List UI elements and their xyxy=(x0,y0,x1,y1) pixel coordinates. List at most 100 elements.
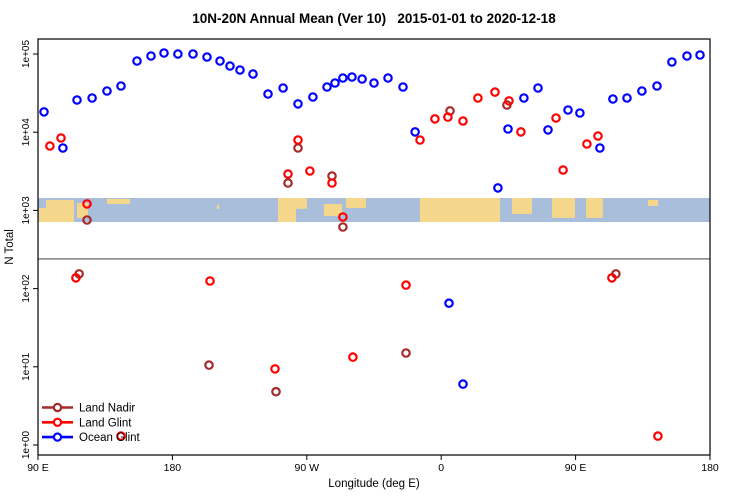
x-tick-label: 90 W xyxy=(295,462,320,474)
x-tick-label: 90 E xyxy=(27,462,49,474)
point-land-glint xyxy=(71,273,81,283)
point-ocean-glint xyxy=(173,49,183,59)
point-land-glint xyxy=(473,93,483,103)
map-strip-land xyxy=(46,199,74,222)
point-ocean-glint xyxy=(398,82,408,92)
point-land-glint xyxy=(45,141,55,151)
point-ocean-glint xyxy=(215,56,225,66)
point-land-glint xyxy=(443,112,453,122)
point-land-glint xyxy=(582,139,592,149)
map-strip-land xyxy=(586,198,603,218)
point-ocean-glint xyxy=(695,50,705,60)
point-ocean-glint xyxy=(637,86,647,96)
point-ocean-glint xyxy=(102,86,112,96)
point-land-glint xyxy=(593,131,603,141)
y-tick-label: 1e+02 xyxy=(21,274,32,303)
y-tick-label: 1e+05 xyxy=(21,40,32,69)
map-strip-land xyxy=(39,208,49,222)
point-ocean-glint xyxy=(493,183,503,193)
map-strip-land xyxy=(419,198,501,222)
point-ocean-glint xyxy=(330,78,340,88)
y-tick-label: 1e+00 xyxy=(21,431,32,460)
point-land-glint xyxy=(458,116,468,126)
point-ocean-glint xyxy=(595,143,605,153)
point-land-glint xyxy=(348,352,358,362)
point-ocean-glint xyxy=(308,92,318,102)
y-tick-label: 1e+04 xyxy=(21,118,32,147)
point-land-nadir xyxy=(401,348,411,358)
point-ocean-glint xyxy=(263,89,273,99)
point-land-nadir xyxy=(82,215,92,225)
legend-marker xyxy=(52,402,63,413)
point-land-glint xyxy=(551,113,561,123)
point-ocean-glint xyxy=(458,379,468,389)
point-ocean-glint xyxy=(444,298,454,309)
point-ocean-glint xyxy=(369,78,379,88)
point-ocean-glint xyxy=(39,107,49,117)
map-strip-land xyxy=(345,198,366,209)
point-land-nadir xyxy=(293,143,303,153)
point-ocean-glint xyxy=(132,56,142,66)
chart-title: 10N-20N Annual Mean (Ver 10) 2015-01-01 … xyxy=(192,11,556,26)
point-land-glint xyxy=(653,431,663,441)
point-land-glint xyxy=(293,135,303,145)
point-land-glint xyxy=(283,169,293,179)
point-ocean-glint xyxy=(608,94,618,104)
point-ocean-glint xyxy=(575,108,585,118)
map-strip-land xyxy=(511,198,532,215)
plot-border xyxy=(37,38,711,456)
point-land-glint xyxy=(415,135,425,145)
x-tick-label: 180 xyxy=(164,462,182,474)
y-axis-title: N Total xyxy=(4,229,16,265)
x-tick-label: 0 xyxy=(438,462,444,474)
legend-marker xyxy=(52,417,63,427)
point-ocean-glint xyxy=(357,74,367,84)
y-tick-label: 1e+01 xyxy=(21,352,32,381)
map-strip-land xyxy=(106,198,130,204)
map-strip-land xyxy=(277,198,297,222)
x-tick-label: 90 E xyxy=(565,462,587,474)
point-ocean-glint xyxy=(322,82,332,92)
y-tick-label: 1e+03 xyxy=(21,196,32,225)
point-ocean-glint xyxy=(622,93,632,103)
point-ocean-glint xyxy=(235,65,245,75)
point-land-nadir xyxy=(338,222,348,232)
point-ocean-glint xyxy=(519,93,529,103)
x-tick-label: 180 xyxy=(701,462,719,474)
point-ocean-glint xyxy=(563,105,573,115)
legend-label: Ocean Glint xyxy=(79,432,141,444)
point-ocean-glint xyxy=(278,83,288,93)
point-ocean-glint xyxy=(503,124,513,134)
map-strip-land xyxy=(216,204,220,210)
legend-marker xyxy=(52,432,63,442)
point-land-glint xyxy=(607,273,617,283)
map-strip-land xyxy=(552,198,576,218)
point-land-glint xyxy=(205,276,215,286)
point-land-glint xyxy=(82,199,92,209)
point-ocean-glint xyxy=(188,49,198,59)
point-land-glint xyxy=(516,127,526,137)
point-ocean-glint xyxy=(248,69,258,79)
point-ocean-glint xyxy=(543,125,553,135)
map-strip-ocean xyxy=(38,198,710,222)
map-strip-land xyxy=(323,204,343,216)
point-ocean-glint xyxy=(347,72,357,82)
point-land-glint xyxy=(270,364,280,374)
point-land-glint xyxy=(401,280,411,290)
point-land-glint xyxy=(116,431,126,441)
point-ocean-glint xyxy=(652,81,662,91)
point-ocean-glint xyxy=(116,81,126,91)
map-strip-land xyxy=(76,203,89,218)
point-land-glint xyxy=(305,166,315,176)
legend-label: Land Nadir xyxy=(79,403,135,415)
x-axis-title: Longitude (deg E) xyxy=(328,478,420,490)
point-ocean-glint xyxy=(383,73,393,83)
point-ocean-glint xyxy=(87,93,97,103)
point-land-glint xyxy=(490,87,500,97)
point-ocean-glint xyxy=(682,51,692,61)
point-land-glint xyxy=(338,212,348,222)
map-strip-land xyxy=(648,199,659,206)
point-land-nadir xyxy=(204,360,214,370)
point-ocean-glint xyxy=(202,52,212,62)
